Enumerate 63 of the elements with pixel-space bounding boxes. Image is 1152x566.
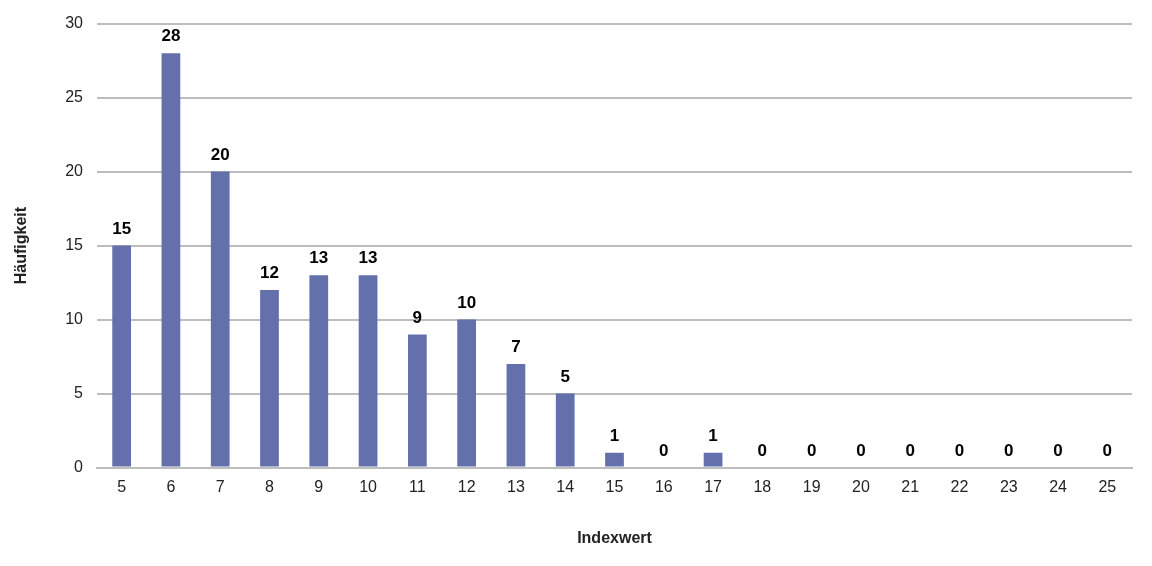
bar <box>112 245 131 467</box>
x-tick-label: 24 <box>1049 477 1068 495</box>
data-label: 5 <box>560 366 570 386</box>
bar <box>605 452 624 467</box>
data-label: 0 <box>1053 440 1063 460</box>
bar <box>506 364 526 467</box>
x-tick-label: 17 <box>704 477 723 495</box>
data-label: 13 <box>358 248 378 268</box>
x-tick-label: 18 <box>753 477 772 495</box>
data-label: 20 <box>210 144 230 164</box>
bar <box>309 275 329 467</box>
data-label: 1 <box>609 425 620 445</box>
y-tick-label: 30 <box>65 14 84 32</box>
y-axis-title: Häufigkeit <box>12 206 30 285</box>
x-tick-label: 22 <box>950 477 969 495</box>
bar <box>260 290 279 467</box>
x-tick-label: 7 <box>215 477 225 495</box>
data-label: 0 <box>954 440 965 460</box>
data-label: 12 <box>260 263 279 283</box>
x-tick-label: 9 <box>314 477 324 495</box>
x-tick-label: 16 <box>654 477 673 495</box>
x-tick-label: 5 <box>117 477 127 495</box>
bar <box>210 171 230 467</box>
data-label: 0 <box>757 440 768 460</box>
data-label: 0 <box>856 440 866 460</box>
data-label: 0 <box>1004 440 1014 460</box>
x-tick-label: 6 <box>166 477 176 495</box>
bar <box>555 393 575 467</box>
x-tick-label: 15 <box>605 477 624 495</box>
data-label: 15 <box>112 218 132 238</box>
y-tick-label: 10 <box>65 310 84 328</box>
data-label: 0 <box>905 440 915 460</box>
bar <box>161 53 181 467</box>
bar <box>407 334 427 467</box>
x-tick-label: 8 <box>265 477 275 495</box>
bar <box>457 319 477 467</box>
bar <box>703 452 723 467</box>
x-tick-label: 21 <box>901 477 920 495</box>
y-tick-label: 20 <box>65 162 84 180</box>
x-tick-label: 10 <box>359 477 378 495</box>
data-label: 0 <box>659 440 669 460</box>
x-tick-label: 13 <box>507 477 525 495</box>
x-tick-label: 14 <box>556 477 575 495</box>
data-label: 28 <box>161 26 181 46</box>
x-tick-label: 19 <box>802 477 821 495</box>
x-tick-label: 23 <box>999 477 1018 495</box>
x-tick-label: 20 <box>852 477 870 495</box>
data-label: 9 <box>412 307 423 327</box>
y-tick-label: 25 <box>65 88 84 106</box>
x-axis-title: Indexwert <box>577 528 653 546</box>
x-tick-label: 11 <box>409 477 426 495</box>
data-label: 0 <box>1102 440 1113 460</box>
x-tick-label: 25 <box>1098 477 1117 495</box>
y-tick-label: 5 <box>74 384 84 402</box>
data-label: 7 <box>511 337 521 357</box>
bar <box>358 275 378 467</box>
data-label: 0 <box>806 440 817 460</box>
x-tick-label: 12 <box>457 477 476 495</box>
data-label: 10 <box>457 292 477 312</box>
y-tick-label: 15 <box>65 236 84 254</box>
data-label: 1 <box>708 425 718 445</box>
y-tick-label: 0 <box>74 458 84 476</box>
data-label: 13 <box>309 248 329 268</box>
